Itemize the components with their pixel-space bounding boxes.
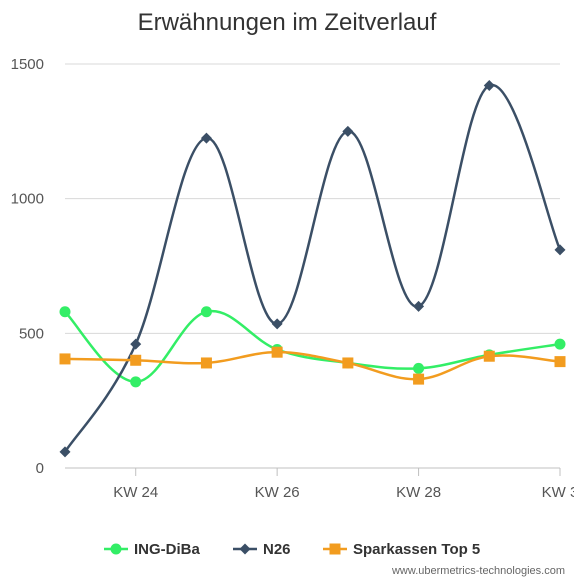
data-point-n26 [59,446,71,458]
legend-marker-ing-diba [110,543,122,555]
legend-item-sparkassen-top-5: Sparkassen Top 5 [323,541,480,558]
y-tick-label: 500 [19,325,44,342]
axes: 0 500 1000 1500 KW 24 KW 26 KW 28 KW 3 [11,56,574,501]
data-point-n26 [342,125,354,137]
data-point-ing-diba [59,306,71,318]
x-tick-label: KW 24 [113,484,158,501]
legend-item-ing-diba: ING-DiBa [104,541,200,558]
data-point-sparkassen-top-5 [483,350,495,362]
series-layer [59,80,566,458]
series-sparkassen-top-5 [59,346,566,385]
data-point-sparkassen-top-5 [342,357,354,369]
series-ing-diba [59,306,566,388]
credit-text: www.ubermetrics-technologies.com [391,565,565,577]
grid-lines [65,63,560,334]
legend-label-n26: N26 [263,541,291,558]
x-tick-label: KW 28 [396,484,441,501]
data-point-ing-diba [413,362,425,374]
y-tick-label: 1000 [11,191,44,208]
x-tick-label: KW 3 [542,484,574,501]
chart-title: Erwähnungen im Zeitverlauf [138,9,437,36]
data-point-ing-diba [200,306,212,318]
series-line-sparkassen-top-5 [63,350,562,381]
series-n26 [59,80,566,458]
data-point-sparkassen-top-5 [554,356,566,368]
legend-label-sparkassen-top-5: Sparkassen Top 5 [353,541,480,558]
data-point-n26 [130,338,142,350]
data-point-ing-diba [130,376,142,388]
data-point-n26 [271,318,283,330]
legend: ING-DiBa N26 Sparkassen Top 5 [104,541,480,558]
legend-marker-sparkassen-top-5 [329,543,341,555]
data-point-n26 [554,244,566,256]
data-point-n26 [413,300,425,312]
legend-item-n26: N26 [233,541,291,558]
data-point-sparkassen-top-5 [130,354,142,366]
data-point-sparkassen-top-5 [271,346,283,358]
series-line-ing-diba [63,309,562,384]
data-point-sparkassen-top-5 [413,373,425,385]
y-tick-label: 0 [36,460,44,477]
series-line-n26 [63,84,562,454]
data-point-sparkassen-top-5 [200,357,212,369]
x-tick-label: KW 26 [255,484,300,501]
data-point-ing-diba [554,338,566,350]
data-point-n26 [483,80,495,92]
legend-label-ing-diba: ING-DiBa [134,541,200,558]
legend-marker-n26 [239,543,251,555]
y-tick-label: 1500 [11,56,44,73]
data-point-n26 [200,132,212,144]
data-point-sparkassen-top-5 [59,353,71,365]
